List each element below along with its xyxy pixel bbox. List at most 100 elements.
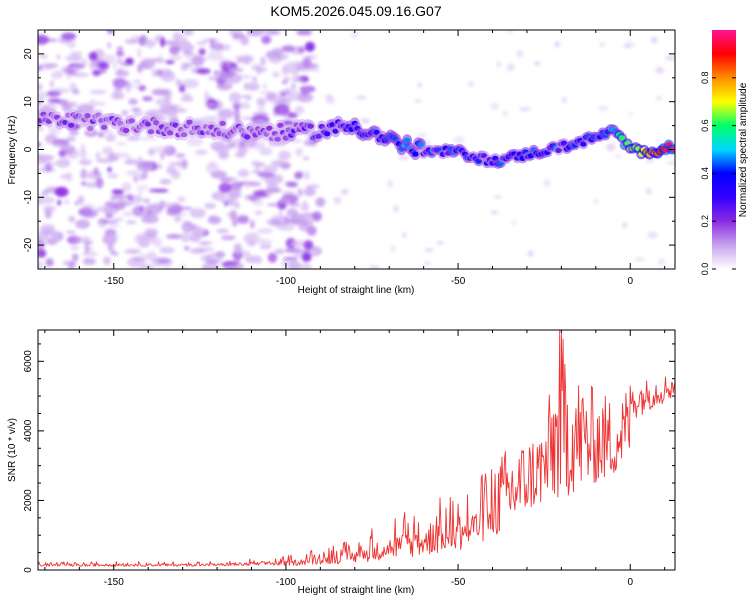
- spectrogram-noise-blob: [74, 201, 79, 206]
- spectrogram-noise-blob: [468, 80, 474, 88]
- spectrogram-noise-blob: [280, 92, 286, 96]
- spectrogram-noise-blob: [38, 142, 42, 147]
- spectrogram-noise-blob: [496, 60, 501, 68]
- spectrogram-noise-blob: [289, 218, 300, 225]
- spectrogram-noise-blob: [666, 161, 675, 165]
- spectrogram-noise-blob: [287, 112, 299, 119]
- spectrogram-noise-blob: [133, 79, 142, 85]
- spectrogram-noise-blob: [311, 66, 320, 73]
- spectrogram-noise-blob: [281, 97, 295, 102]
- spectrogram-noise-blob: [250, 219, 255, 229]
- spectrogram-noise-blob: [239, 54, 254, 64]
- spectrogram-ticks: -150 -100 -50 0 20 10 0 -10 -20: [23, 29, 675, 287]
- colorbar-tick-label: 0.0: [700, 263, 710, 276]
- spectrogram-noise-blob: [226, 58, 231, 68]
- spectrogram-noise-blob: [77, 195, 85, 205]
- spectrogram-noise-blob: [156, 202, 174, 207]
- spectrogram-noise-blob: [182, 220, 193, 228]
- spectrogram-ridge-core: [84, 113, 91, 119]
- spectrogram-noise-blob: [360, 117, 371, 124]
- spectrogram-noise-blob: [181, 263, 186, 269]
- spectrogram-noise-blob: [116, 46, 124, 56]
- spectrogram-noise-blob: [203, 103, 217, 107]
- spectrogram-noise-blob: [49, 79, 54, 89]
- spectrogram-noise-blob: [106, 235, 121, 239]
- spectrogram-noise-blob: [265, 50, 281, 59]
- spectrogram-noise-blob: [225, 212, 232, 217]
- spectrogram-noise-blob: [304, 55, 318, 59]
- spectrogram-noise-blob: [207, 50, 223, 61]
- spectrogram-noise-blob: [218, 182, 232, 194]
- spectrogram-noise-blob: [228, 67, 237, 73]
- spectrogram-noise-blob: [169, 45, 180, 55]
- spectrogram-noise-blob: [203, 264, 209, 269]
- spectrogram-noise-blob: [216, 228, 229, 234]
- spectrogram-noise-blob: [247, 181, 262, 187]
- spectrogram-noise-blob: [646, 188, 652, 195]
- spectrogram-noise-blob: [225, 73, 243, 84]
- spectrogram-noise-blob: [69, 82, 77, 93]
- spectrogram-noise-blob: [137, 47, 142, 59]
- spectrogram-noise-blob: [218, 61, 224, 68]
- spectrogram-noise-blob: [185, 44, 195, 52]
- spectrogram-y-tick-label: -20: [23, 237, 34, 252]
- spectrogram-noise-blob: [70, 245, 80, 251]
- spectrogram-noise-blob: [82, 182, 100, 187]
- spectrogram-noise-blob: [60, 66, 78, 73]
- spectrogram-noise-blob: [196, 68, 211, 75]
- spectrogram-noise-blob: [424, 248, 435, 252]
- spectrogram-noise-blob: [264, 176, 274, 185]
- spectrogram-noise-blob: [114, 152, 129, 159]
- spectrogram-noise-blob: [95, 101, 107, 106]
- spectrogram-background: [38, 30, 675, 269]
- spectrogram-noise-blob: [92, 70, 101, 77]
- spectrogram-noise-blob: [628, 111, 633, 117]
- spectrogram-noise-blob: [103, 206, 120, 215]
- spectrogram-noise-blob: [180, 64, 188, 72]
- spectrogram-noise-blob: [71, 72, 90, 78]
- spectrogram-noise-blob: [54, 186, 69, 197]
- spectrogram-noise-blob: [239, 102, 251, 110]
- colorbar-gradient: [712, 30, 736, 269]
- spectrogram-noise-blob: [111, 189, 125, 195]
- spectrogram-noise-blob: [257, 171, 275, 178]
- spectrogram-ridge-core: [219, 120, 226, 126]
- spectrogram-noise-blob: [177, 212, 188, 216]
- spectrogram-noise-blob: [280, 259, 295, 268]
- spectrogram-noise-blob: [229, 92, 241, 103]
- spectrogram-noise-blob: [215, 193, 231, 203]
- spectrogram-noise-blob: [234, 151, 246, 158]
- spectrogram-noise-blob: [121, 182, 132, 193]
- spectrogram-noise-blob: [52, 233, 58, 243]
- snr-line-layer: [38, 330, 675, 567]
- spectrogram-noise-blob: [225, 264, 240, 269]
- spectrogram-noise-blob: [368, 265, 380, 269]
- spectrogram-noise-blob: [38, 249, 47, 258]
- spectrogram-noise-blob: [236, 215, 250, 224]
- spectrogram-noise-blob: [81, 252, 99, 256]
- spectrogram-noise-blob: [295, 147, 304, 157]
- spectrogram-noise-blob: [117, 68, 123, 75]
- spectrogram-noise-blob: [80, 168, 88, 180]
- spectrogram-panel: -150 -100 -50 0 20 10 0 -10 -20 Height of straig…: [7, 29, 676, 296]
- spectrogram-noise-blob: [88, 51, 98, 61]
- spectrogram-noise-blob: [621, 221, 628, 229]
- spectrogram-noise-blob: [85, 159, 92, 163]
- spectrogram-noise-blob: [111, 252, 120, 257]
- snr-x-axis-label: Height of straight line (km): [298, 585, 415, 596]
- colorbar-label: Normalized spectral amplitude: [738, 82, 749, 217]
- spectrogram-noise-blob: [398, 155, 410, 161]
- spectrogram-noise-blob: [41, 38, 58, 42]
- spectrogram-noise-blob: [248, 194, 258, 202]
- spectrogram-noise-blob: [333, 196, 342, 205]
- spectrogram-noise-blob: [80, 58, 88, 67]
- spectrogram-noise-blob: [650, 36, 658, 44]
- spectrogram-noise-blob: [393, 205, 399, 213]
- spectrogram-noise-blob: [183, 30, 194, 36]
- spectrogram-noise-blob: [102, 220, 118, 224]
- spectrogram-noise-blob: [177, 196, 186, 203]
- spectrogram-noise-blob: [232, 219, 238, 227]
- spectrogram-noise-blob: [501, 110, 509, 117]
- spectrogram-noise-blob: [265, 92, 277, 102]
- spectrogram-ridge-core: [266, 125, 273, 131]
